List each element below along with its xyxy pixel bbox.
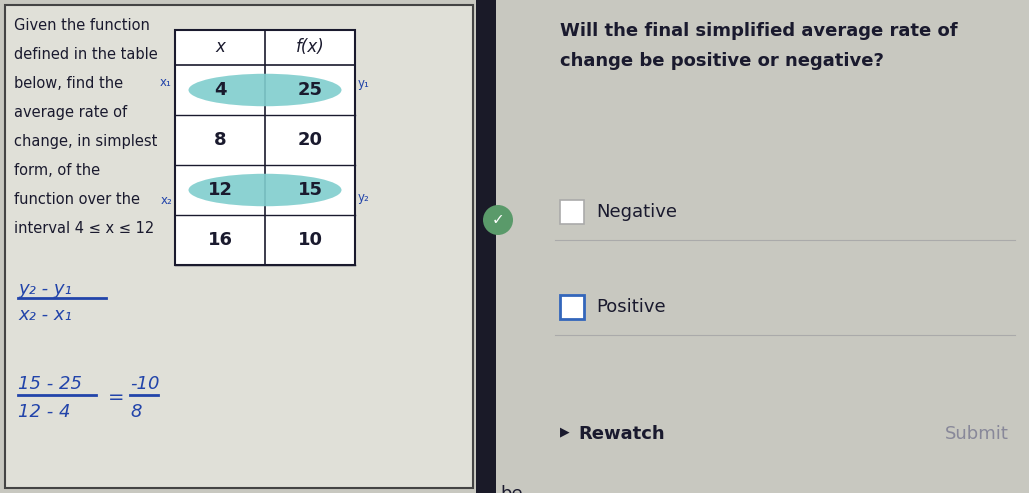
Text: ✓: ✓ [492,212,504,227]
Bar [476,0,496,493]
Text: Positive: Positive [596,298,666,316]
Text: 20: 20 [297,131,322,149]
Text: 10: 10 [297,231,322,249]
Text: x: x [215,38,225,57]
Text: 16: 16 [208,231,233,249]
Ellipse shape [188,174,342,206]
Text: 8: 8 [214,131,226,149]
Bar [560,200,584,224]
Text: change, in simplest: change, in simplest [14,134,157,149]
Text: f(x): f(x) [295,38,324,57]
Text: Rewatch: Rewatch [578,425,665,443]
Text: y₂ - y₁: y₂ - y₁ [17,280,72,298]
Text: Negative: Negative [596,203,677,221]
Text: x₂: x₂ [161,193,172,207]
Text: below, find the: below, find the [14,76,123,91]
Bar [175,30,355,265]
Bar [496,0,1029,493]
Bar [5,5,473,488]
Bar [560,295,584,319]
Ellipse shape [188,74,342,106]
Text: -10: -10 [130,375,159,393]
Text: Will the final simplified average rate of: Will the final simplified average rate o… [560,22,958,40]
Text: 8: 8 [130,403,142,421]
Text: 12: 12 [208,181,233,199]
Text: x₂ - x₁: x₂ - x₁ [17,306,72,324]
Text: function over the: function over the [14,192,140,207]
Text: 15 - 25: 15 - 25 [17,375,82,393]
Text: 12 - 4: 12 - 4 [17,403,71,421]
Text: average rate of: average rate of [14,105,128,120]
Text: Given the function: Given the function [14,18,150,33]
Text: y₁: y₁ [358,77,369,91]
Text: Submit: Submit [945,425,1008,443]
Text: y₂: y₂ [358,191,369,205]
Text: x₁: x₁ [161,75,172,89]
Text: defined in the table: defined in the table [14,47,157,62]
Text: interval 4 ≤ x ≤ 12: interval 4 ≤ x ≤ 12 [14,221,154,236]
Text: 15: 15 [297,181,322,199]
Text: =: = [108,387,125,407]
Text: be: be [500,485,523,493]
Text: 4: 4 [214,81,226,99]
Text: 25: 25 [297,81,322,99]
Text: change be positive or negative?: change be positive or negative? [560,52,884,70]
Text: form, of the: form, of the [14,163,100,178]
Text: ▶: ▶ [560,425,570,438]
Circle shape [483,205,513,235]
